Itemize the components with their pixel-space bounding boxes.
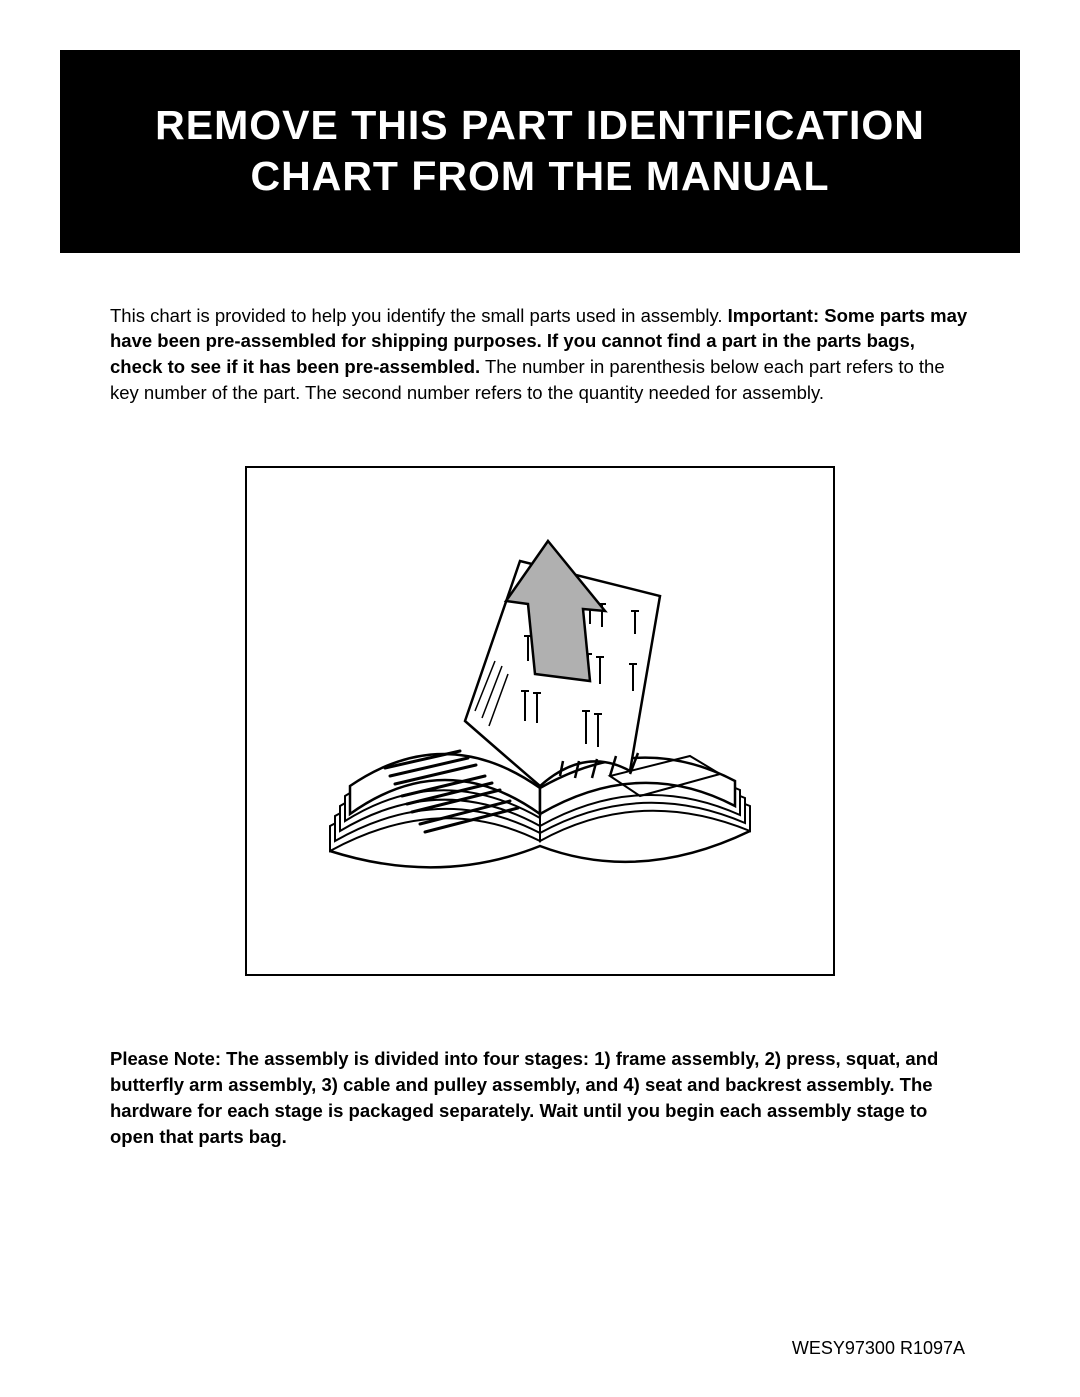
note-paragraph: Please Note: The assembly is divided int… [110,1046,970,1150]
header-title: REMOVE THIS PART IDENTIFICATION CHART FR… [80,100,1000,203]
intro-paragraph: This chart is provided to help you ident… [110,303,970,407]
illustration-frame [245,466,835,976]
header-banner: REMOVE THIS PART IDENTIFICATION CHART FR… [60,50,1020,253]
footer-code: WESY97300 R1097A [792,1338,965,1359]
header-line2: CHART FROM THE MANUAL [251,153,830,199]
manual-illustration [290,506,790,936]
header-line1: REMOVE THIS PART IDENTIFICATION [155,102,925,148]
intro-part1: This chart is provided to help you ident… [110,305,728,326]
